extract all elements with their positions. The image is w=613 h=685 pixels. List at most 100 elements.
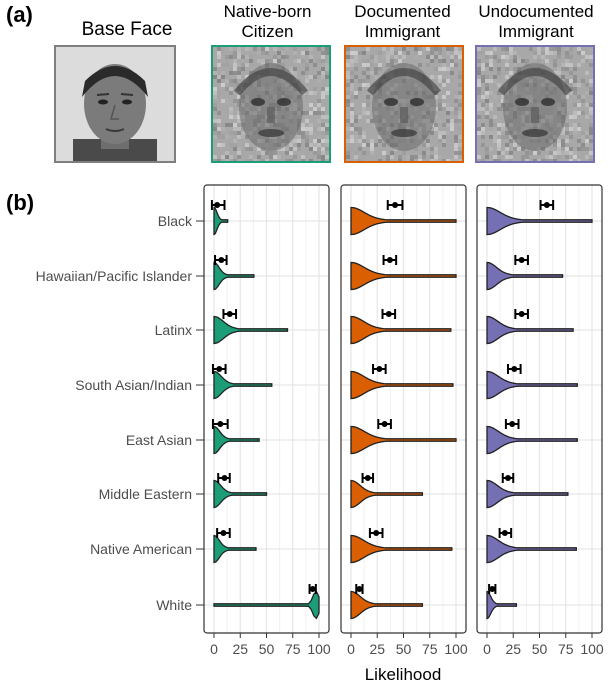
noise-pixel [434, 115, 438, 119]
noise-pixel [553, 63, 557, 67]
noise-pixel [350, 115, 354, 119]
noise-pixel [454, 135, 458, 139]
noise-pixel [497, 123, 501, 127]
violin [486, 206, 593, 236]
noise-pixel [497, 59, 501, 63]
noise-pixel [277, 59, 281, 63]
noise-pixel [398, 59, 402, 63]
noise-pixel [442, 123, 446, 127]
noise-pixel [561, 139, 565, 143]
noise-pixel [434, 127, 438, 131]
noise-pixel [289, 147, 293, 151]
face-nose [267, 107, 275, 123]
noise-pixel [493, 123, 497, 127]
noise-pixel [505, 47, 509, 51]
noise-pixel [325, 155, 329, 159]
noise-pixel [509, 71, 513, 75]
noise-pixel [321, 71, 325, 75]
violin [486, 370, 578, 400]
noise-pixel [366, 59, 370, 63]
noise-pixel [454, 111, 458, 115]
noise-pixel [233, 71, 237, 75]
noise-pixel [221, 99, 225, 103]
noise-pixel [350, 107, 354, 111]
noise-pixel [497, 119, 501, 123]
noise-pixel [442, 67, 446, 71]
noise-pixel [237, 147, 241, 151]
noise-pixel [362, 155, 366, 159]
mean-point [376, 366, 383, 372]
noise-pixel [577, 159, 581, 161]
noise-pixel [346, 103, 350, 107]
noise-pixel [525, 59, 529, 63]
noise-pixel [485, 107, 489, 111]
noise-pixel [237, 99, 241, 103]
noise-pixel [277, 155, 281, 159]
noise-pixel [390, 59, 394, 63]
noise-pixel [245, 143, 249, 147]
noise-pixel [237, 119, 241, 123]
noise-pixel [221, 123, 225, 127]
noise-pixel [305, 51, 309, 55]
noise-pixel [350, 71, 354, 75]
noise-pixel [293, 155, 297, 159]
noise-pixel [581, 147, 585, 151]
noise-pixel [517, 55, 521, 59]
noise-pixel [493, 159, 497, 161]
noise-pixel [434, 151, 438, 155]
noise-pixel [505, 75, 509, 79]
noise-pixel [485, 75, 489, 79]
noise-pixel [325, 139, 329, 143]
noise-pixel [321, 131, 325, 135]
noise-pixel [293, 135, 297, 139]
noise-pixel [442, 135, 446, 139]
noise-pixel [305, 111, 309, 115]
noise-pixel [297, 131, 301, 135]
noise-pixel [245, 47, 249, 51]
noise-pixel [317, 155, 321, 159]
noise-pixel [237, 71, 241, 75]
noise-pixel [458, 103, 462, 107]
noise-pixel [217, 47, 221, 51]
noise-pixel [481, 135, 485, 139]
face-head [84, 64, 146, 144]
noise-pixel [321, 159, 325, 161]
noise-pixel [305, 91, 309, 95]
noise-pixel [577, 47, 581, 51]
mean-point [518, 257, 525, 263]
noise-pixel [233, 59, 237, 63]
face-eye-left [98, 99, 108, 105]
noise-pixel [545, 51, 549, 55]
noise-pixel [489, 51, 493, 55]
noise-pixel [317, 47, 321, 51]
noise-pixel [438, 47, 442, 51]
noise-pixel [569, 83, 573, 87]
category-label: South Asian/Indian [75, 377, 192, 393]
noise-pixel [354, 67, 358, 71]
noise-pixel [434, 47, 438, 51]
mean-point [509, 421, 516, 427]
noise-pixel [281, 55, 285, 59]
noise-pixel [410, 47, 414, 51]
noise-pixel [565, 131, 569, 135]
noise-pixel [454, 55, 458, 59]
face-mouth [522, 129, 548, 137]
noise-pixel [505, 147, 509, 151]
noise-pixel [237, 159, 241, 161]
noise-pixel [362, 59, 366, 63]
noise-pixel [557, 51, 561, 55]
noise-pixel [305, 135, 309, 139]
noise-pixel [213, 119, 217, 123]
noise-pixel [265, 47, 269, 51]
noise-pixel [589, 127, 593, 131]
noise-pixel [233, 131, 237, 135]
mean-point [217, 421, 224, 427]
noise-pixel [346, 71, 350, 75]
noise-pixel [573, 103, 577, 107]
noise-pixel [313, 151, 317, 155]
noise-pixel [386, 159, 390, 161]
noise-pixel [261, 51, 265, 55]
noise-pixel [569, 47, 573, 51]
noise-pixel [446, 107, 450, 111]
noise-pixel [434, 147, 438, 151]
